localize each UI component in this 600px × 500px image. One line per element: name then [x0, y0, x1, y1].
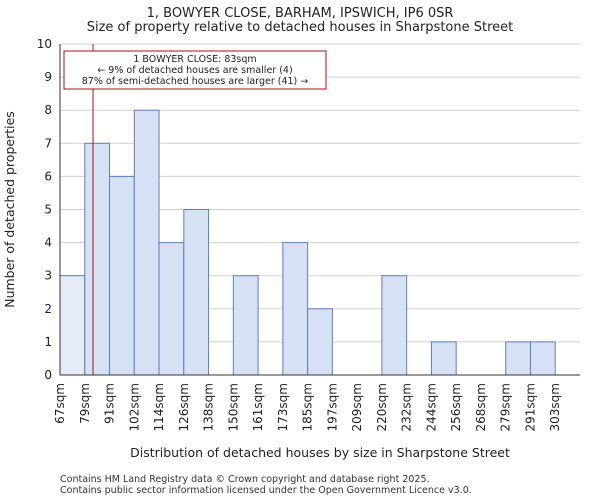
- bar-102sqm: [133, 109, 160, 376]
- x-tick-label: 126sqm: [177, 383, 191, 431]
- bar-244sqm: [430, 341, 457, 376]
- y-tick-label: 7: [44, 136, 52, 150]
- y-tick-label: 2: [44, 302, 52, 316]
- y-tick-label: 9: [44, 70, 52, 84]
- x-tick-label: 303sqm: [548, 383, 562, 431]
- bar-79sqm: [84, 142, 111, 376]
- bar-291sqm: [529, 341, 556, 376]
- x-tick-label: 138sqm: [202, 383, 216, 431]
- x-tick-label: 114sqm: [152, 383, 166, 431]
- x-tick-label: 244sqm: [424, 383, 438, 431]
- chart-subtitle: Size of property relative to detached ho…: [86, 20, 514, 35]
- y-tick-label: 5: [44, 203, 52, 217]
- y-tick-label: 10: [37, 37, 52, 51]
- x-tick-label: 256sqm: [449, 383, 463, 431]
- bar-91sqm: [109, 175, 135, 376]
- y-tick-label: 4: [44, 236, 52, 250]
- x-tick-label: 291sqm: [523, 383, 537, 431]
- x-tick-label: 220sqm: [375, 383, 389, 431]
- y-axis-label: Number of detached properties: [2, 111, 17, 308]
- bar-279sqm: [505, 341, 531, 376]
- bar-185sqm: [307, 308, 333, 376]
- x-tick-label: 185sqm: [301, 383, 315, 431]
- bar-220sqm: [381, 275, 408, 376]
- annotation-line-1: 1 BOWYER CLOSE: 83sqm: [133, 54, 256, 65]
- annotation-line-2: ← 9% of detached houses are smaller (4): [97, 65, 292, 76]
- bar-173sqm: [282, 242, 309, 376]
- x-tick-label: 279sqm: [499, 383, 513, 431]
- y-tick-label: 1: [44, 335, 52, 349]
- bar-67sqm: [59, 275, 86, 376]
- x-tick-label: 232sqm: [400, 383, 414, 431]
- x-tick-label: 79sqm: [78, 383, 92, 424]
- annotation-box: [63, 50, 327, 90]
- footer-licence: Contains public sector information licen…: [60, 485, 472, 496]
- chart-title: 1, BOWYER CLOSE, BARHAM, IPSWICH, IP6 0S…: [146, 6, 454, 21]
- x-tick-label: 161sqm: [251, 383, 265, 431]
- x-tick-label: 268sqm: [474, 383, 488, 431]
- bar-114sqm: [158, 242, 185, 376]
- bar-126sqm: [183, 209, 210, 376]
- footer-copyright: Contains HM Land Registry data © Crown c…: [60, 474, 430, 485]
- bar-150sqm: [232, 275, 259, 376]
- x-tick-label: 197sqm: [325, 383, 339, 431]
- y-tick-label: 6: [44, 169, 52, 183]
- x-tick-label: 150sqm: [226, 383, 240, 431]
- x-tick-label: 173sqm: [276, 383, 290, 431]
- x-tick-label: 67sqm: [53, 383, 67, 424]
- x-tick-label: 91sqm: [103, 383, 117, 424]
- x-tick-label: 209sqm: [350, 383, 364, 431]
- annotation-line-3: 87% of semi-detached houses are larger (…: [82, 76, 309, 87]
- y-tick-label: 8: [44, 103, 52, 117]
- y-tick-label: 3: [44, 269, 52, 283]
- x-axis-label: Distribution of detached houses by size …: [130, 445, 510, 460]
- x-tick-label: 102sqm: [127, 383, 141, 431]
- y-tick-label: 0: [44, 368, 52, 382]
